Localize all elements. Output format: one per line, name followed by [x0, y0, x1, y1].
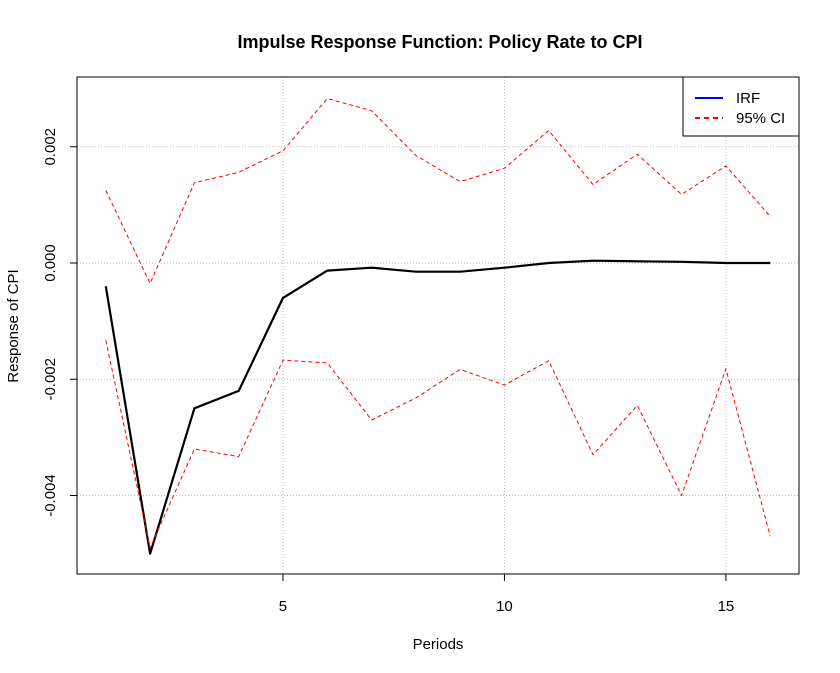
series-layer	[104, 98, 771, 555]
legend-label: IRF	[736, 90, 760, 107]
x-tick-label: 10	[496, 598, 513, 615]
ci-line-2	[105, 340, 771, 549]
y-tick-label: 0.000	[42, 244, 59, 282]
chart-title: Impulse Response Function: Policy Rate t…	[237, 32, 642, 52]
legend-box	[682, 76, 800, 137]
irf-line	[104, 259, 771, 555]
ci-line-1	[105, 98, 771, 284]
y-tick-label: 0.002	[42, 128, 59, 166]
plot-frame	[76, 76, 800, 575]
y-tick-label: -0.004	[42, 474, 59, 517]
legend: IRF 95% CI	[682, 76, 800, 137]
x-tick-label: 15	[718, 598, 735, 615]
y-axis: -0.004 -0.002 0.000 0.002	[42, 128, 78, 517]
x-tick-label: 5	[279, 598, 287, 615]
y-axis-label: Response of CPI	[5, 269, 22, 382]
x-axis-label: Periods	[413, 636, 464, 653]
x-axis: 5 10 15	[279, 573, 735, 615]
grid	[77, 77, 799, 574]
legend-label: 95% CI	[736, 110, 785, 127]
y-tick-label: -0.002	[42, 358, 59, 401]
